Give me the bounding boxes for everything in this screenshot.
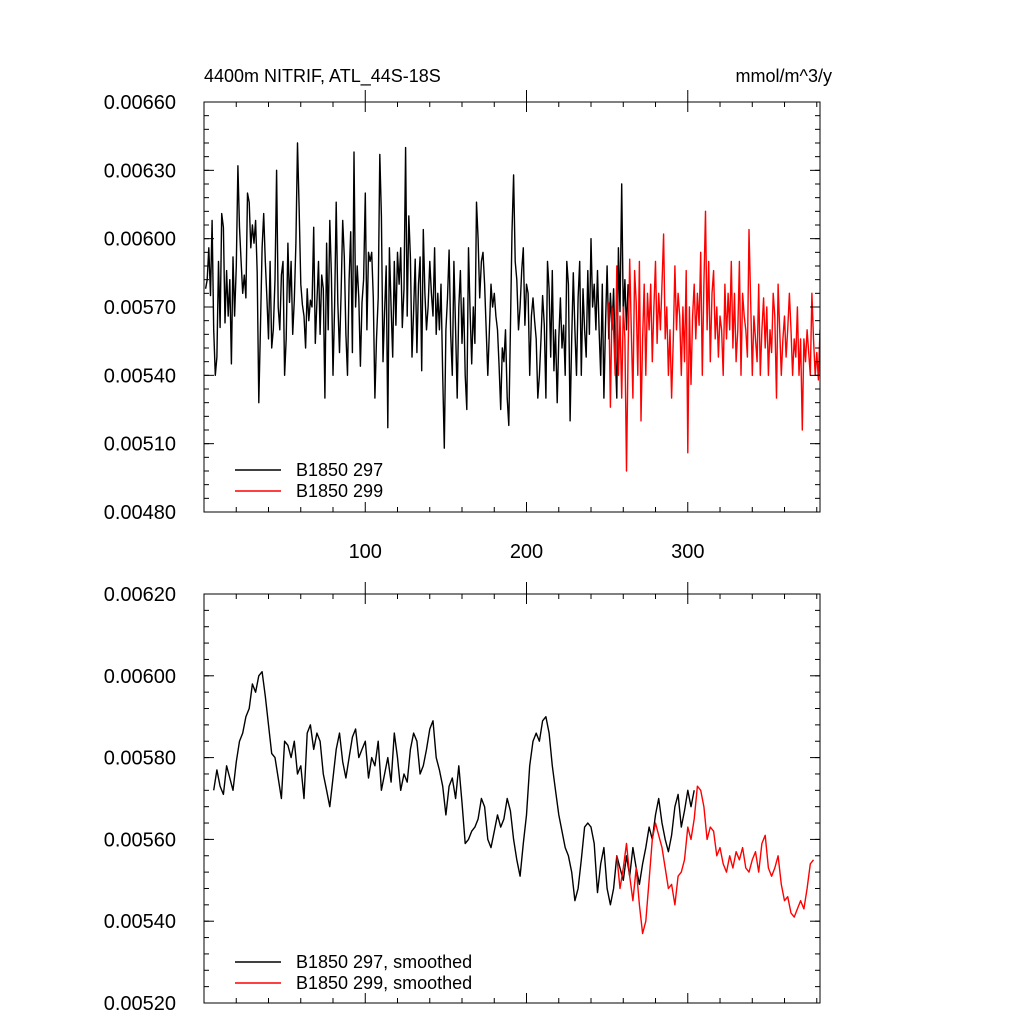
top-y-tick-label: 0.00510 xyxy=(104,434,176,456)
chart-title-left: 4400m NITRIF, ATL_44S-18S xyxy=(204,66,441,87)
chart-units-right: mmol/m^3/y xyxy=(736,66,832,86)
top-y-tick-label: 0.00660 xyxy=(104,92,176,114)
top-y-tick-label: 0.00570 xyxy=(104,297,176,319)
bottom-legend-label-1: B1850 297, smoothed xyxy=(296,952,472,972)
bottom-plot-frame xyxy=(203,593,821,1004)
bottom-y-tick-label: 0.00580 xyxy=(104,748,176,770)
bottom-y-tick-label: 0.00540 xyxy=(104,911,176,933)
top-legend-label-2: B1850 299 xyxy=(296,481,383,501)
bottom-y-tick-label: 0.00620 xyxy=(104,584,176,606)
bottom-panel: 0.00620 0.00600 0.00580 0.00560 0.00540 0.005… xyxy=(104,582,821,1015)
top-y-tick-label: 0.00480 xyxy=(104,502,176,524)
bottom-y-tick-label: 0.00600 xyxy=(104,666,176,688)
top-y-tick-label: 0.00600 xyxy=(104,229,176,251)
top-legend-label-1: B1850 297 xyxy=(296,460,383,480)
top-panel: 0.00660 0.00630 0.00600 0.00570 0.00540 0.005… xyxy=(104,90,821,563)
bottom-series-line-1 xyxy=(213,671,695,906)
top-series-line-1 xyxy=(204,142,629,449)
bottom-y-tick-label: 0.00560 xyxy=(104,829,176,851)
top-x-tick-label: 200 xyxy=(510,541,543,563)
top-series-line-2 xyxy=(608,210,820,472)
top-y-tick-label: 0.00630 xyxy=(104,160,176,182)
bottom-y-tick-label: 0.00520 xyxy=(104,993,176,1015)
bottom-legend-label-2: B1850 299, smoothed xyxy=(296,973,472,993)
bottom-series-line-2 xyxy=(616,785,815,935)
top-y-tick-label: 0.00540 xyxy=(104,365,176,387)
top-x-tick-label: 100 xyxy=(349,541,382,563)
top-x-tick-label: 300 xyxy=(671,541,704,563)
